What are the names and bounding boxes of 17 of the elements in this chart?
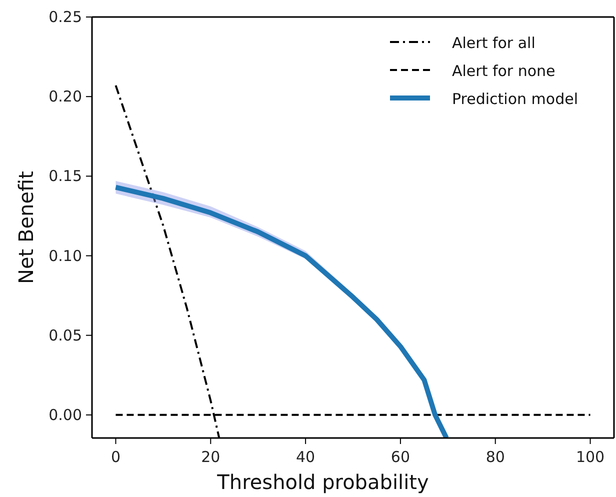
y-tick-label: 0.10	[48, 246, 82, 265]
legend-label: Alert for none	[452, 62, 556, 80]
y-tick-label: 0.15	[48, 167, 82, 186]
y-tick-label: 0.05	[48, 326, 82, 344]
x-tick-label: 20	[201, 448, 220, 466]
x-tick-label: 60	[390, 448, 410, 466]
x-tick-label: 40	[296, 448, 316, 466]
y-tick-label: 0.25	[48, 8, 82, 26]
x-axis-title: Threshold probability	[216, 470, 429, 494]
legend-label: Prediction model	[452, 90, 578, 108]
x-tick-label: 100	[576, 448, 605, 466]
y-axis-title: Net Benefit	[14, 170, 38, 284]
legend-label: Alert for all	[452, 34, 536, 52]
y-tick-label: 0.20	[48, 88, 82, 106]
y-tick-label: 0.00	[48, 406, 82, 424]
x-tick-label: 0	[110, 448, 120, 466]
x-tick-label: 80	[486, 448, 505, 466]
